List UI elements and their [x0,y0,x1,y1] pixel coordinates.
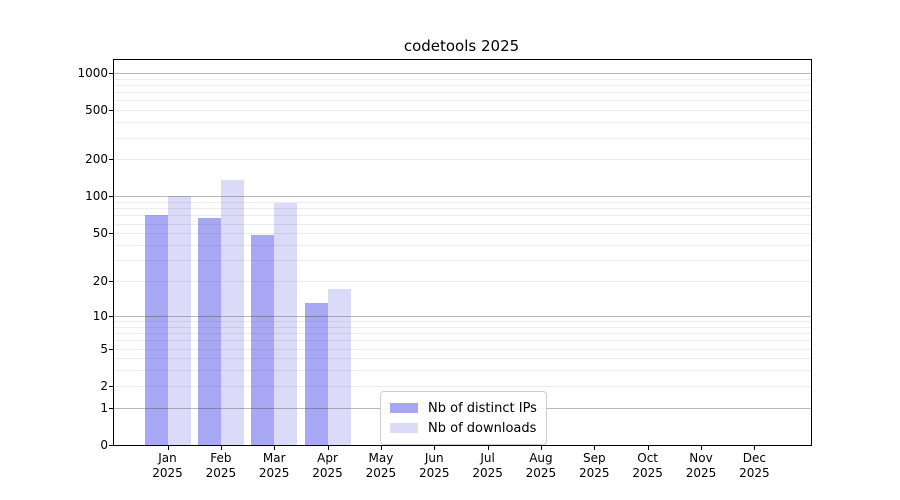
gridline-90 [114,202,811,204]
x-tick-label-oct: Oct 2025 [632,451,663,480]
y-tick-label-20: 20 [92,274,108,289]
x-tick-label-dec: Dec 2025 [739,451,770,480]
x-tick-mark-sep [594,445,596,450]
x-tick-mark-apr [327,445,329,450]
y-tick-label-10: 10 [92,308,108,323]
legend-swatch-icon [390,403,418,413]
x-tick-mark-jul [487,445,489,450]
gridline-400 [114,122,811,124]
bar-nb-of-distinct-ips-jan [144,215,168,445]
bar-nb-of-downloads-mar [274,203,298,445]
bar-nb-of-downloads-jan [167,196,191,445]
y-tick-mark-2 [109,385,114,387]
x-tick-mark-jan [167,445,169,450]
gridline-100 [114,196,811,198]
gridline-600 [114,100,811,102]
gridline-900 [114,78,811,80]
y-tick-label-100: 100 [85,189,108,204]
y-tick-mark-50 [109,233,114,235]
x-tick-label-may: May 2025 [365,451,397,480]
y-tick-mark-200 [109,159,114,161]
y-tick-mark-1000 [109,72,114,74]
bar-nb-of-downloads-apr [327,289,351,445]
y-tick-label-50: 50 [92,226,108,241]
gridline-70 [114,215,811,217]
gridline-1000 [114,72,811,74]
gridline-500 [114,110,811,112]
x-tick-mark-mar [274,445,276,450]
y-tick-mark-1 [109,407,114,409]
legend-entry-nb-of-downloads: Nb of downloads [390,418,537,438]
legend-label: Nb of distinct IPs [428,400,537,416]
x-tick-label-feb: Feb 2025 [205,451,237,480]
x-tick-label-jun: Jun 2025 [418,451,450,480]
x-tick-label-nov: Nov 2025 [685,451,717,480]
gridline-80 [114,208,811,210]
y-tick-mark-10 [109,315,114,317]
bar-nb-of-distinct-ips-feb [197,217,221,445]
y-tick-label-500: 500 [85,103,108,118]
y-tick-label-5: 5 [100,341,108,356]
y-tick-label-0: 0 [100,438,108,452]
y-tick-mark-5 [109,348,114,350]
x-tick-mark-may [380,445,382,450]
gridline-700 [114,92,811,94]
legend-label: Nb of downloads [428,420,537,436]
y-tick-mark-0 [109,445,114,446]
bar-nb-of-distinct-ips-apr [304,302,328,445]
legend-entry-nb-of-distinct-ips: Nb of distinct IPs [390,398,537,418]
y-tick-mark-500 [109,110,114,112]
legend: Nb of distinct IPs Nb of downloads [380,391,547,445]
y-tick-label-1: 1 [100,400,108,415]
gridline-200 [114,159,811,161]
y-tick-label-200: 200 [85,152,108,167]
x-tick-label-apr: Apr 2025 [312,451,343,480]
x-tick-mark-nov [701,445,702,450]
gridline-800 [114,84,811,86]
x-tick-mark-aug [540,445,542,450]
gridline-300 [114,137,811,139]
bar-nb-of-downloads-feb [220,179,244,445]
legend-swatch-icon [390,423,418,433]
y-tick-mark-20 [109,281,114,283]
x-tick-label-aug: Aug 2025 [525,451,557,480]
x-tick-mark-jun [434,445,436,450]
bar-nb-of-distinct-ips-mar [251,235,275,445]
x-tick-mark-oct [647,445,649,450]
x-tick-label-sep: Sep 2025 [579,451,610,480]
x-tick-label-jul: Jul 2025 [472,451,503,480]
x-tick-mark-feb [220,445,222,450]
x-tick-mark-dec [754,445,756,450]
x-tick-label-mar: Mar 2025 [258,451,290,480]
y-tick-label-2: 2 [100,378,108,393]
plot-area: 0 1 2 5 10 20 50 100 200 500 1000 Jan 2025 Feb 2025 Ma… [77,59,812,480]
y-tick-label-1000: 1000 [77,65,108,80]
y-tick-mark-100 [109,196,114,198]
chart-title: codetools 2025 [403,37,520,55]
x-tick-label-jan: Jan 2025 [152,451,183,480]
